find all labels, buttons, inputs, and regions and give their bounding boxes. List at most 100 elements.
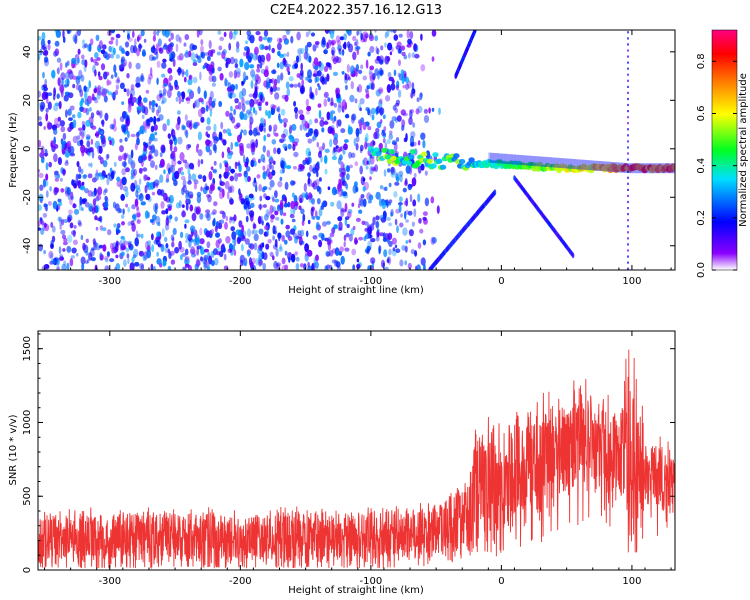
- noise-speckle: [86, 140, 91, 148]
- noise-speckle: [267, 37, 272, 44]
- vertical-line-mark: [627, 200, 629, 204]
- diverging-branch-mark: [572, 252, 575, 259]
- noise-speckle: [311, 263, 314, 270]
- noise-speckle: [396, 41, 402, 48]
- noise-speckle: [392, 247, 396, 252]
- noise-speckle: [296, 31, 301, 41]
- descending-branch-mark: [493, 189, 497, 196]
- main-trace-halo: [489, 152, 493, 163]
- noise-speckle: [303, 51, 309, 60]
- noise-speckle: [197, 57, 202, 64]
- noise-speckle: [221, 138, 224, 143]
- noise-speckle: [290, 207, 293, 217]
- noise-speckle: [366, 250, 370, 255]
- noise-speckle: [95, 242, 99, 247]
- noise-speckle: [67, 191, 71, 201]
- noise-speckle: [305, 98, 309, 107]
- noise-speckle: [271, 169, 276, 176]
- noise-speckle: [298, 109, 304, 115]
- noise-speckle: [54, 187, 60, 193]
- noise-speckle: [400, 69, 405, 76]
- noise-speckle: [197, 131, 202, 141]
- noise-speckle: [269, 179, 275, 188]
- noise-speckle: [405, 197, 409, 207]
- noise-speckle: [200, 256, 203, 262]
- noise-speckle: [185, 198, 190, 205]
- noise-speckle: [331, 41, 335, 46]
- noise-speckle: [46, 121, 51, 130]
- vertical-line-mark: [627, 31, 629, 34]
- noise-speckle: [135, 62, 141, 70]
- noise-speckle: [274, 190, 278, 199]
- noise-speckle: [265, 101, 269, 106]
- noise-speckle: [96, 189, 100, 198]
- noise-speckle: [51, 235, 56, 243]
- noise-speckle: [103, 189, 107, 196]
- noise-speckle: [310, 32, 316, 37]
- noise-speckle: [214, 257, 219, 266]
- noise-speckle: [388, 182, 392, 188]
- noise-speckle: [115, 54, 121, 59]
- noise-speckle: [110, 36, 115, 41]
- noise-speckle: [286, 88, 291, 97]
- noise-speckle: [54, 102, 60, 107]
- noise-speckle: [272, 235, 275, 241]
- noise-speckle: [160, 201, 165, 209]
- noise-speckle: [312, 215, 316, 220]
- noise-speckle: [308, 119, 313, 125]
- y-tick-label: 0: [22, 146, 33, 152]
- vertical-line-mark: [627, 67, 629, 70]
- main-trace-halo: [577, 159, 580, 170]
- main-trace-mark: [388, 148, 395, 155]
- noise-speckle: [423, 263, 426, 270]
- noise-speckle: [236, 122, 241, 128]
- noise-speckle: [240, 129, 244, 134]
- noise-speckle: [57, 173, 61, 179]
- noise-speckle: [163, 169, 166, 175]
- noise-speckle: [124, 41, 130, 48]
- noise-speckle: [121, 176, 127, 186]
- noise-speckle: [263, 213, 269, 221]
- noise-speckle: [185, 69, 189, 78]
- noise-speckle: [107, 53, 111, 59]
- noise-speckle: [340, 209, 345, 218]
- noise-speckle: [404, 177, 408, 185]
- noise-speckle: [294, 251, 298, 256]
- noise-speckle: [338, 167, 342, 173]
- noise-speckle: [314, 118, 319, 124]
- noise-speckle: [268, 186, 272, 191]
- noise-speckle: [285, 30, 291, 36]
- noise-speckle: [169, 85, 174, 91]
- noise-speckle: [225, 110, 230, 117]
- noise-speckle: [359, 107, 362, 112]
- noise-speckle: [358, 209, 363, 214]
- noise-speckle: [121, 221, 125, 226]
- noise-speckle: [350, 228, 355, 236]
- noise-speckle: [90, 162, 93, 168]
- noise-speckle: [208, 40, 212, 49]
- noise-speckle: [348, 233, 353, 242]
- noise-speckle: [73, 179, 77, 187]
- noise-speckle: [182, 159, 188, 164]
- noise-speckle: [94, 69, 97, 77]
- noise-speckle: [111, 92, 115, 98]
- noise-speckle: [90, 138, 94, 145]
- noise-speckle: [372, 216, 376, 226]
- noise-speckle: [255, 258, 259, 266]
- noise-speckle: [390, 82, 396, 91]
- noise-speckle: [110, 46, 115, 54]
- noise-speckle: [121, 168, 127, 176]
- noise-speckle: [304, 44, 309, 54]
- noise-speckle: [55, 257, 61, 265]
- noise-speckle: [226, 146, 231, 154]
- noise-speckle: [187, 78, 193, 86]
- noise-speckle: [219, 179, 222, 186]
- noise-speckle: [168, 74, 173, 81]
- noise-speckle: [118, 155, 123, 162]
- noise-speckle: [184, 248, 189, 256]
- noise-speckle: [238, 101, 242, 110]
- noise-speckle: [253, 229, 258, 234]
- noise-speckle: [282, 212, 287, 217]
- noise-speckle: [398, 170, 404, 177]
- noise-speckle: [174, 170, 180, 180]
